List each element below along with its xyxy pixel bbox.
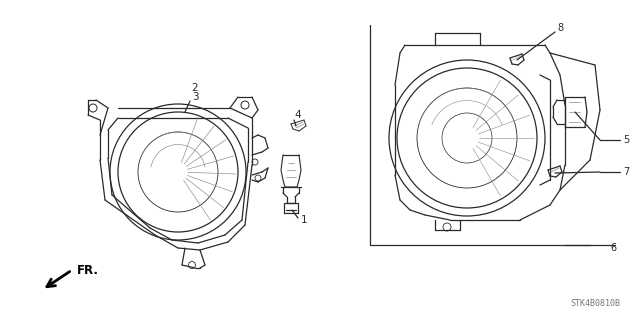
Text: FR.: FR. bbox=[77, 263, 99, 277]
Text: 7: 7 bbox=[623, 167, 629, 177]
Text: STK4B0810B: STK4B0810B bbox=[570, 299, 620, 308]
Text: 2: 2 bbox=[192, 83, 198, 93]
Text: 4: 4 bbox=[294, 110, 301, 120]
Text: 5: 5 bbox=[623, 135, 629, 145]
Text: 6: 6 bbox=[610, 243, 616, 253]
Text: 8: 8 bbox=[557, 23, 563, 33]
Text: 3: 3 bbox=[192, 92, 198, 102]
Text: 1: 1 bbox=[301, 215, 307, 225]
